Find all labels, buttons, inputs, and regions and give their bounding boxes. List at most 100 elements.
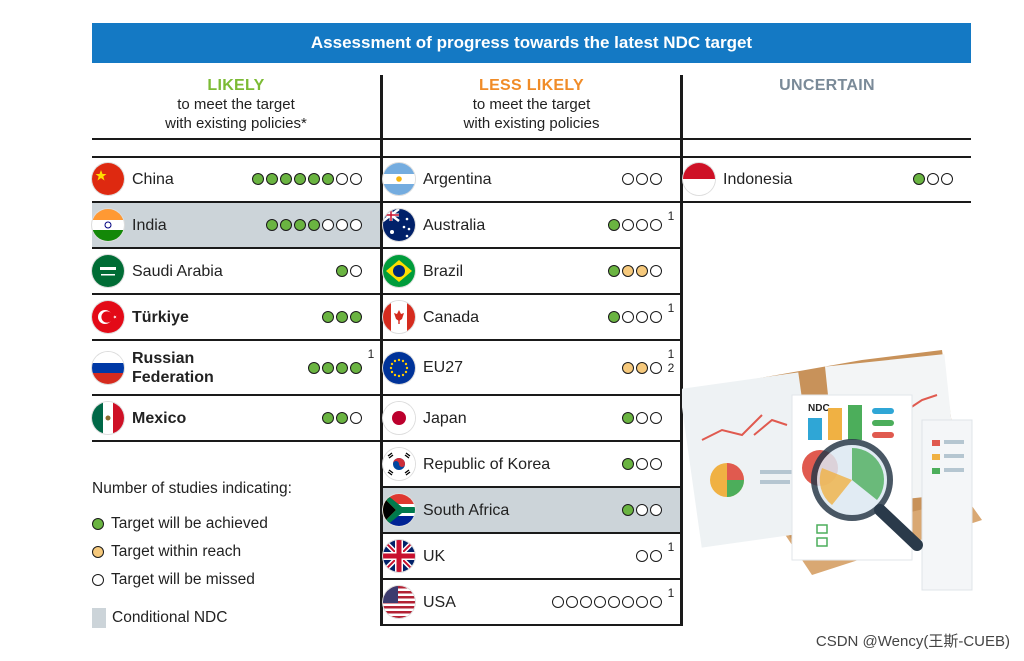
dot-achieved-icon (336, 412, 348, 424)
illustration-label: NDC (808, 403, 830, 414)
dot-missed-icon (650, 596, 662, 608)
country-name: Russian Federation (132, 349, 214, 386)
table-row-argentina: Argentina (383, 157, 680, 203)
country-name: Argentina (423, 170, 492, 188)
header-less-likely: LESS LIKELY to meet the target with exis… (383, 76, 680, 133)
study-dots (608, 265, 662, 277)
dot-achieved-icon (322, 361, 334, 374)
table-row-eu27: EU27 1 2 (383, 341, 680, 396)
russian-federation-flag-icon (92, 351, 124, 384)
dot-within-reach-icon (92, 546, 104, 558)
dot-achieved-icon (322, 311, 334, 323)
dot-missed-icon (350, 173, 362, 185)
china-flag-icon (92, 163, 124, 195)
dot-achieved-icon (350, 311, 362, 323)
footnote-marker: 1 (667, 301, 675, 315)
republic-of-korea-flag-icon (383, 448, 415, 480)
dot-achieved-icon (608, 265, 620, 277)
study-dots (636, 550, 662, 562)
dot-missed-icon (636, 412, 648, 424)
country-name: USA (423, 593, 456, 611)
dot-achieved-icon (913, 173, 925, 185)
study-dots (622, 173, 662, 185)
header-likely-sub2: with existing policies* (165, 115, 307, 132)
uk-flag-icon (383, 540, 415, 572)
study-dots (552, 596, 662, 608)
australia-flag-icon (383, 209, 415, 241)
dot-missed-icon (636, 458, 648, 470)
dot-missed-icon (594, 596, 606, 608)
dot-missed-icon (636, 311, 648, 323)
table-row-mexico: Mexico (92, 396, 380, 442)
table-row-japan: Japan (383, 396, 680, 442)
dot-missed-icon (622, 173, 634, 185)
legend-missed: Target will be missed (92, 566, 292, 594)
country-name: Indonesia (723, 170, 793, 188)
legend-missed-label: Target will be missed (111, 571, 255, 588)
study-dots (622, 504, 662, 516)
indonesia-flag-icon (683, 163, 715, 195)
dot-missed-icon (322, 219, 334, 231)
country-name: Republic of Korea (423, 455, 551, 473)
dot-missed-icon (336, 173, 348, 185)
divider (683, 138, 971, 140)
country-name: Canada (423, 308, 480, 326)
dot-missed-icon (336, 219, 348, 231)
table-row-usa: USA 1 (383, 580, 680, 626)
study-dots (622, 361, 662, 374)
footnote-marker: 1 (667, 540, 675, 554)
dot-achieved-icon (622, 504, 634, 516)
footnote-marker: 1 (367, 347, 375, 361)
table-row-brazil: Brazil (383, 249, 680, 295)
country-name: Saudi Arabia (132, 262, 223, 280)
legend-conditional-label: Conditional NDC (112, 609, 228, 626)
title-banner: Assessment of progress towards the lates… (92, 23, 971, 63)
table-row-china: China (92, 157, 380, 203)
country-name: Türkiye (132, 308, 189, 326)
japan-flag-icon (383, 402, 415, 434)
dot-achieved-icon (266, 173, 278, 185)
study-dots (322, 311, 362, 323)
study-dots (608, 219, 662, 231)
dot-missed-icon (650, 550, 662, 562)
footnote-marker: 1 (667, 586, 675, 600)
table-row-australia: Australia 1 (383, 203, 680, 249)
footnote-marker: 1 (667, 209, 675, 223)
study-dots (608, 311, 662, 323)
study-dots (308, 361, 362, 374)
legend: Number of studies indicating: Target wil… (92, 480, 292, 632)
dot-achieved-icon (308, 219, 320, 231)
header-less-likely-label: LESS LIKELY (479, 77, 584, 94)
dot-missed-icon (566, 596, 578, 608)
argentina-flag-icon (383, 163, 415, 195)
dot-missed-icon (92, 574, 104, 586)
country-name: South Africa (423, 501, 510, 519)
dot-achieved-icon (350, 361, 362, 374)
dot-achieved-icon (608, 219, 620, 231)
study-dots (322, 412, 362, 424)
table-row-saudi-arabia: Saudi Arabia (92, 249, 380, 295)
dot-achieved-icon (308, 173, 320, 185)
legend-within-reach: Target within reach (92, 538, 292, 566)
t-rkiye-flag-icon (92, 301, 124, 333)
dot-missed-icon (350, 412, 362, 424)
dot-achieved-icon (322, 173, 334, 185)
dot-missed-icon (650, 311, 662, 323)
divider (92, 156, 380, 158)
table-row-t-rkiye: Türkiye (92, 295, 380, 341)
dot-achieved-icon (608, 311, 620, 323)
country-name: UK (423, 547, 446, 565)
dot-achieved-icon (336, 311, 348, 323)
dot-missed-icon (608, 596, 620, 608)
dot-missed-icon (622, 219, 634, 231)
header-likely-sub1: to meet the target (177, 96, 295, 113)
country-name: China (132, 170, 174, 188)
ndc-illustration: NDC (682, 350, 982, 591)
usa-flag-icon (383, 586, 415, 618)
conditional-swatch (92, 608, 106, 628)
dot-missed-icon (650, 265, 662, 277)
country-name: India (132, 216, 167, 234)
dot-within-reach-icon (636, 361, 648, 374)
dot-within-reach-icon (622, 265, 634, 277)
footnote-marker: 1 2 (667, 347, 675, 375)
